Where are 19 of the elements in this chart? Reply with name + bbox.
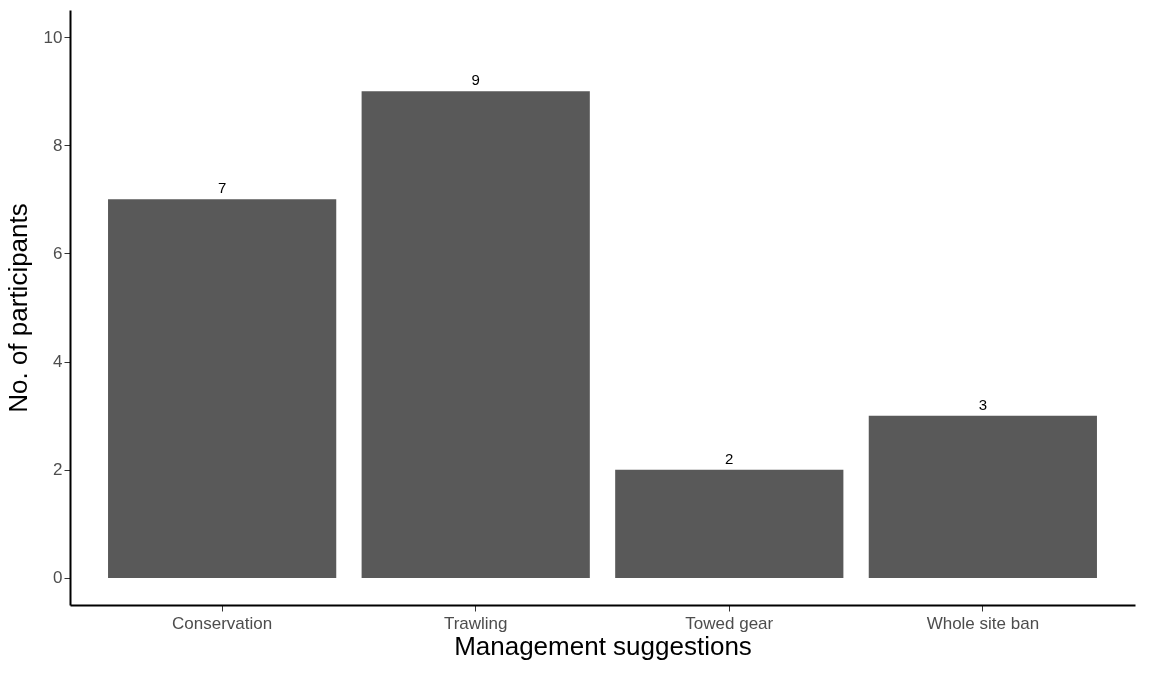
x-tick-label: Towed gear bbox=[685, 613, 774, 633]
y-tick-label: 0 bbox=[53, 568, 63, 588]
x-tick-label: Whole site ban bbox=[926, 613, 1040, 633]
y-tick-label: 8 bbox=[53, 135, 63, 155]
y-axis-title: No. of participants bbox=[2, 203, 33, 413]
bar bbox=[868, 415, 1097, 578]
data-label: 2 bbox=[725, 449, 734, 467]
bar bbox=[361, 91, 590, 578]
bar bbox=[615, 469, 844, 578]
y-tick-label: 6 bbox=[53, 243, 63, 263]
data-label: 9 bbox=[471, 71, 480, 89]
data-label: 7 bbox=[217, 179, 227, 197]
x-tick-label: Conservation bbox=[172, 613, 273, 633]
data-label: 3 bbox=[978, 395, 988, 413]
y-tick-label: 4 bbox=[53, 352, 63, 372]
bar bbox=[108, 199, 337, 578]
y-tick-label: 2 bbox=[53, 460, 63, 480]
x-tick-label: Trawling bbox=[443, 613, 508, 633]
y-tick-label: 10 bbox=[43, 27, 63, 47]
